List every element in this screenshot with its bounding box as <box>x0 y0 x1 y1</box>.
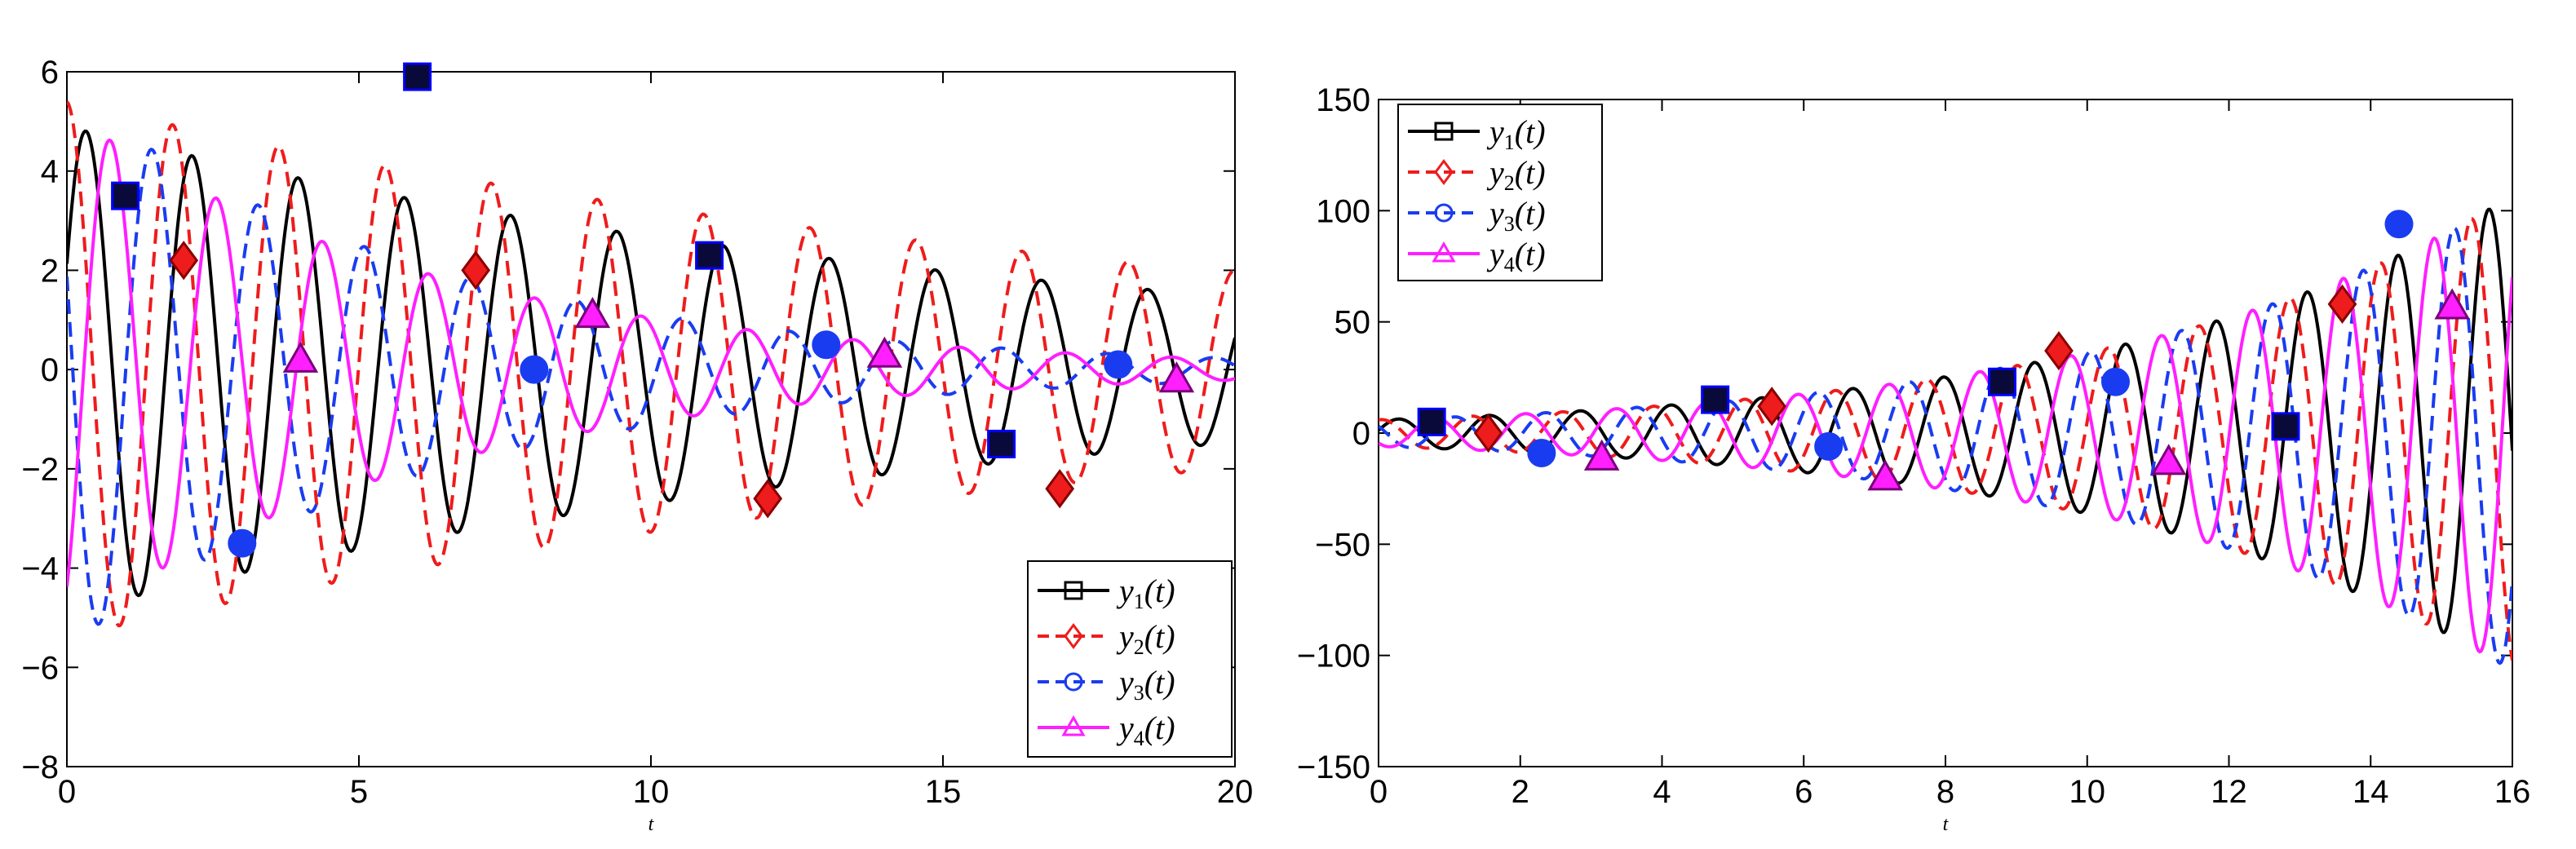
legend-label-y4(t): y4(t) <box>1116 710 1175 750</box>
y-tick-label: 6 <box>41 55 59 91</box>
series-line-y2(t) <box>67 100 1235 628</box>
marker-y4(t) <box>1867 459 1903 491</box>
marker-y2(t) <box>1757 387 1787 427</box>
marker-y3(t) <box>228 528 257 558</box>
x-tick-label: 14 <box>2352 774 2389 810</box>
marker-y2(t) <box>1473 413 1503 453</box>
marker-y1(t) <box>1417 407 1446 436</box>
series-line-y3(t) <box>67 148 1235 626</box>
y-tick-label: 0 <box>1352 416 1370 452</box>
marker-y3(t) <box>2384 210 2414 239</box>
y-tick-label: 0 <box>41 352 59 388</box>
x-tick-label: 15 <box>925 774 962 810</box>
marker-y2(t) <box>461 250 491 290</box>
x-tick-label: 4 <box>1653 774 1671 810</box>
x-tick-label: 10 <box>633 774 670 810</box>
x-tick-label: 16 <box>2494 774 2531 810</box>
y-tick-label: 150 <box>1316 82 1370 118</box>
series-line-y1(t) <box>67 129 1235 598</box>
y-tick-label: −4 <box>21 551 59 587</box>
series-line-y2(t) <box>1379 217 2512 661</box>
legend-label-y4(t): y4(t) <box>1486 236 1546 276</box>
marker-y4(t) <box>2150 444 2187 475</box>
y-tick-label: −100 <box>1297 639 1370 674</box>
marker-y4(t) <box>1158 361 1195 393</box>
y-tick-label: −50 <box>1315 527 1370 563</box>
marker-y3(t) <box>2101 367 2130 396</box>
marker-y1(t) <box>111 181 140 210</box>
marker-y3(t) <box>812 330 841 360</box>
x-tick-label: 6 <box>1795 774 1812 810</box>
legend-marker-y4(t) <box>1432 241 1456 263</box>
legend-label-y3(t): y3(t) <box>1486 195 1546 236</box>
marker-y2(t) <box>2327 284 2357 324</box>
marker-y4(t) <box>2434 288 2470 320</box>
legend-label-y3(t): y3(t) <box>1116 664 1175 705</box>
x-axis-label: t <box>648 814 655 835</box>
legend-marker-y1(t) <box>1064 581 1083 600</box>
marker-y4(t) <box>1583 439 1620 471</box>
series-line-y4(t) <box>1379 236 2512 654</box>
marker-y2(t) <box>169 241 199 281</box>
marker-y1(t) <box>2271 412 2300 441</box>
marker-y4(t) <box>866 336 903 368</box>
marker-y3(t) <box>1814 431 1843 461</box>
marker-y2(t) <box>1045 469 1075 509</box>
chart-right: 0 2 4 6 8 10 12 14 16150100500−50−100−150ty1(t)y… <box>1297 82 2530 835</box>
legend-label-y2(t): y2(t) <box>1486 154 1546 195</box>
marker-y3(t) <box>520 355 549 384</box>
y-tick-label: −8 <box>21 750 59 785</box>
x-tick-label: 0 <box>1370 774 1388 810</box>
series-line-y1(t) <box>1379 207 2512 635</box>
x-tick-label: 10 <box>2069 774 2106 810</box>
marker-y1(t) <box>1701 385 1730 414</box>
y-tick-label: −2 <box>21 452 59 488</box>
legend-label-y1(t): y1(t) <box>1116 573 1175 613</box>
y-tick-label: 100 <box>1316 193 1370 229</box>
legend-marker-y2(t) <box>1434 158 1454 186</box>
x-tick-label: 5 <box>350 774 368 810</box>
legend-label-y2(t): y2(t) <box>1116 618 1175 659</box>
x-tick-label: 8 <box>1936 774 1954 810</box>
marker-y3(t) <box>1527 439 1556 468</box>
x-tick-label: 20 <box>1217 774 1254 810</box>
plot-area <box>1379 207 2512 665</box>
marker-y1(t) <box>987 429 1016 458</box>
marker-y4(t) <box>282 341 319 373</box>
series-line-y3(t) <box>1379 226 2512 665</box>
legend: y1(t)y2(t)y3(t)y4(t) <box>1397 104 1603 281</box>
x-tick-label: 0 <box>58 774 76 810</box>
legend-marker-y1(t) <box>1434 122 1454 141</box>
x-tick-label: 2 <box>1512 774 1529 810</box>
marker-y1(t) <box>695 241 724 270</box>
legend-marker-y3(t) <box>1434 203 1454 223</box>
x-axis-label: t <box>1943 814 1950 835</box>
series-line-y4(t) <box>67 138 1235 587</box>
y-tick-label: 50 <box>1334 305 1371 341</box>
marker-y2(t) <box>2044 330 2074 371</box>
marker-y1(t) <box>403 62 432 91</box>
legend-label-y1(t): y1(t) <box>1486 113 1546 154</box>
legend-marker-y3(t) <box>1064 672 1083 692</box>
marker-y2(t) <box>753 479 783 519</box>
y-tick-label: −6 <box>21 650 59 686</box>
legend: y1(t) y2(t) y3(t) y4(t) <box>1027 560 1233 758</box>
y-tick-label: −150 <box>1297 750 1370 785</box>
y-tick-label: 4 <box>41 154 59 190</box>
marker-y3(t) <box>1104 350 1133 379</box>
legend-box <box>1397 104 1603 281</box>
plot-area <box>67 100 1235 628</box>
legend-marker-y2(t) <box>1064 622 1083 650</box>
x-tick-label: 12 <box>2211 774 2247 810</box>
marker-y4(t) <box>574 296 611 329</box>
marker-y1(t) <box>1988 367 2016 396</box>
chart-left: 0 5 10 15 206420−2−4−6−8ty1(t)y2(t)y3(t)y4(t… <box>21 55 1253 835</box>
legend-box <box>1027 560 1233 758</box>
y-tick-label: 2 <box>41 253 59 289</box>
legend-marker-y4(t) <box>1061 714 1086 736</box>
